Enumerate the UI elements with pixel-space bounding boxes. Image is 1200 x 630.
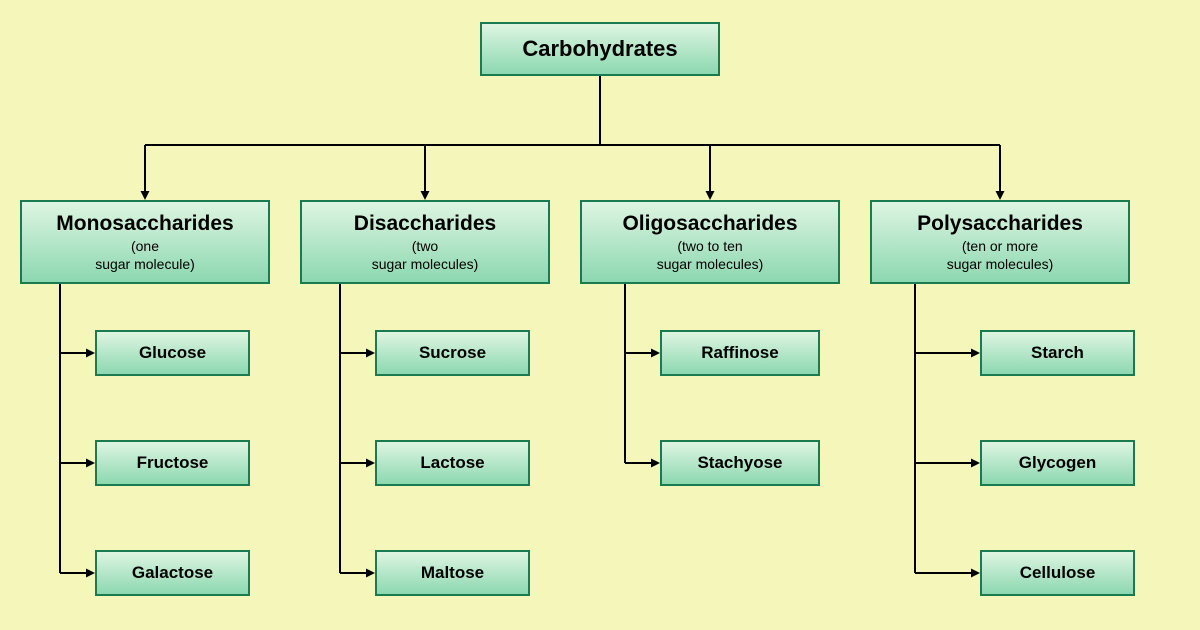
- root-node: Carbohydrates: [480, 22, 720, 76]
- item-label: Starch: [1031, 343, 1084, 363]
- category-subtitle: (two to ten: [677, 238, 742, 254]
- item-label: Raffinose: [701, 343, 778, 363]
- category-oligo: Oligosaccharides (two to ten sugar molecul…: [580, 200, 840, 284]
- item-poly-2: Cellulose: [980, 550, 1135, 596]
- category-subtitle: sugar molecules): [372, 256, 479, 272]
- root-label: Carbohydrates: [522, 36, 677, 62]
- item-label: Galactose: [132, 563, 213, 583]
- item-poly-0: Starch: [980, 330, 1135, 376]
- category-poly: Polysaccharides (ten or more sugar molecul…: [870, 200, 1130, 284]
- category-title: Polysaccharides: [917, 212, 1083, 236]
- item-oligo-0: Raffinose: [660, 330, 820, 376]
- item-mono-0: Glucose: [95, 330, 250, 376]
- category-title: Oligosaccharides: [622, 212, 797, 236]
- item-di-2: Maltose: [375, 550, 530, 596]
- item-mono-1: Fructose: [95, 440, 250, 486]
- item-mono-2: Galactose: [95, 550, 250, 596]
- category-subtitle: sugar molecules): [657, 256, 764, 272]
- item-di-0: Sucrose: [375, 330, 530, 376]
- category-title: Disaccharides: [354, 212, 496, 236]
- category-title: Monosaccharides: [56, 212, 233, 236]
- item-label: Cellulose: [1020, 563, 1096, 583]
- item-label: Fructose: [137, 453, 209, 473]
- item-label: Maltose: [421, 563, 484, 583]
- category-mono: Monosaccharides (one sugar molecule): [20, 200, 270, 284]
- item-label: Lactose: [420, 453, 484, 473]
- item-label: Glycogen: [1019, 453, 1096, 473]
- item-label: Sucrose: [419, 343, 486, 363]
- category-subtitle: sugar molecule): [95, 256, 195, 272]
- item-label: Glucose: [139, 343, 206, 363]
- connector-layer: [0, 0, 1200, 630]
- item-di-1: Lactose: [375, 440, 530, 486]
- category-di: Disaccharides (two sugar molecules): [300, 200, 550, 284]
- category-subtitle: (ten or more: [962, 238, 1038, 254]
- category-subtitle: (two: [412, 238, 438, 254]
- category-subtitle: sugar molecules): [947, 256, 1054, 272]
- item-poly-1: Glycogen: [980, 440, 1135, 486]
- category-subtitle: (one: [131, 238, 159, 254]
- item-label: Stachyose: [697, 453, 782, 473]
- item-oligo-1: Stachyose: [660, 440, 820, 486]
